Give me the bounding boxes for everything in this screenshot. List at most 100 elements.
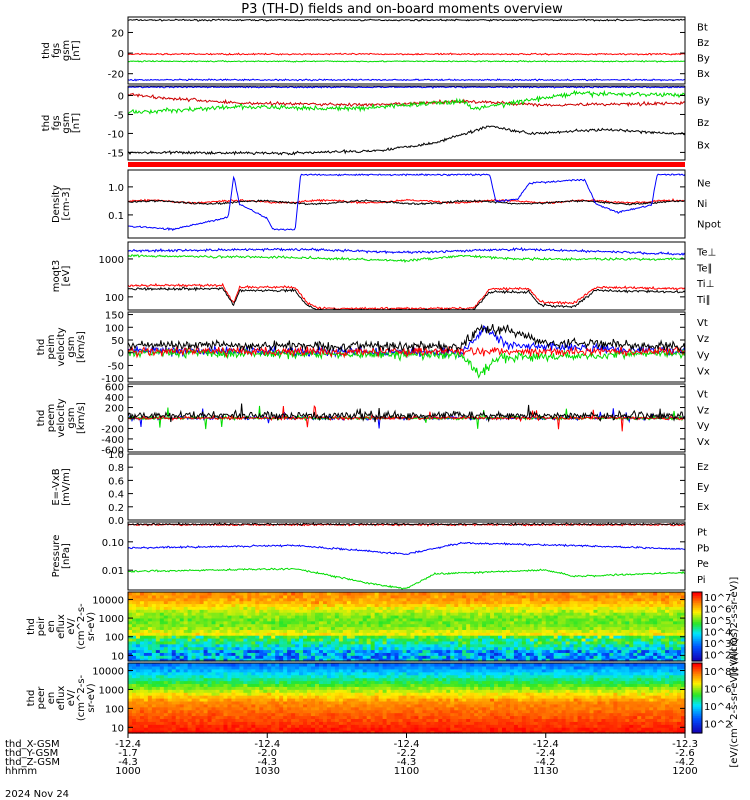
peir-spectrogram-cell: [569, 640, 575, 645]
peir-spectrogram-cell: [326, 620, 332, 625]
peer-spectrogram-cell: [179, 689, 185, 693]
peer-spectrogram-cell: [191, 718, 197, 722]
peer-spectrogram-cell: [287, 668, 292, 673]
peer-spectrogram-cell: [283, 689, 288, 693]
peir-spectrogram-cell: [581, 617, 587, 622]
peir-spectrogram-cell: [501, 652, 507, 656]
peir-spectrogram-cell: [314, 640, 320, 645]
peir-spectrogram-cell: [402, 594, 408, 599]
peir-spectrogram-cell: [243, 658, 248, 662]
peer-spectrogram-cell: [346, 724, 352, 728]
peir-spectrogram-cell: [338, 617, 344, 622]
peim-velocity-panel-ytick-label: -100: [101, 374, 124, 385]
peer-spectrogram-cell: [311, 730, 316, 734]
peir-spectrogram-cell: [370, 609, 376, 613]
peir-spectrogram-cell: [450, 592, 455, 596]
peer-spectrogram-cell: [247, 674, 252, 679]
peir-spectrogram-cell: [171, 615, 177, 619]
peir-spectrogram-cell: [151, 635, 157, 639]
peir-spectrogram-cell: [199, 609, 205, 613]
peir-spectrogram-cell: [426, 617, 431, 622]
peir-spectrogram-cell: [442, 629, 447, 633]
peir-spectrogram-cell: [223, 629, 229, 633]
peer-spectrogram-cell: [199, 706, 205, 711]
peir-spectrogram-cell: [665, 612, 670, 616]
peir-spectrogram-cell: [211, 623, 217, 628]
peer-spectrogram-cell: [151, 665, 157, 670]
peer-spectrogram-cell: [338, 668, 344, 673]
peer-spectrogram-cell: [299, 695, 304, 699]
pressure-panel-legend: Pi: [697, 575, 706, 586]
peer-spectrogram-cell: [175, 706, 181, 711]
peir-spectrogram-cell: [247, 643, 252, 648]
peir-spectrogram-cell: [501, 617, 507, 622]
peer-spectrogram-cell: [211, 698, 217, 702]
peir-spectrogram-cell: [370, 632, 376, 636]
peir-spectrogram-cell: [135, 615, 141, 619]
peer-spectrogram-cell: [235, 695, 240, 699]
peir-spectrogram-cell: [589, 606, 595, 610]
peir-spectrogram-cell: [605, 655, 611, 659]
peir-spectrogram-cell: [633, 626, 638, 630]
peir-spectrogram-cell: [529, 643, 535, 648]
peer-spectrogram-cell: [295, 695, 300, 699]
peir-spectrogram-cell: [219, 594, 225, 599]
peir-spectrogram-cell: [231, 606, 237, 610]
temperature-panel-series-Te∥: [127, 254, 686, 264]
peir-spectrogram-cell: [398, 649, 404, 653]
peir-spectrogram-cell: [637, 594, 642, 599]
peir-spectrogram-cell: [354, 646, 360, 651]
peer-spectrogram-cell: [334, 712, 340, 717]
peer-spectrogram-cell: [239, 683, 244, 687]
peer-spectrogram-cell: [346, 712, 352, 717]
peir-spectrogram-cell: [474, 617, 479, 622]
peir-spectrogram-cell: [187, 658, 193, 662]
peir-spectrogram-cell: [474, 632, 479, 636]
peir-spectrogram-cell: [183, 612, 189, 616]
peir-spectrogram-cell: [653, 623, 658, 628]
peir-spectrogram-cell: [219, 623, 225, 628]
peir-spectrogram-cell: [283, 646, 288, 651]
peir-spectrogram-cell: [183, 592, 189, 596]
peir-spectrogram-cell: [326, 629, 332, 633]
peir-spectrogram-cell: [183, 603, 189, 607]
peir-spectrogram-cell: [505, 623, 511, 628]
fgs-panel-ylabel: gsm: [61, 40, 72, 61]
peir-spectrogram-cell: [669, 649, 674, 653]
peir-spectrogram-cell: [143, 649, 149, 653]
peer-spectrogram-cell: [147, 718, 153, 722]
peir-spectrogram-cell: [641, 626, 646, 630]
peir-spectrogram-cell: [195, 649, 201, 653]
peer-spectrogram-cell: [167, 677, 173, 682]
peir-spectrogram-cell: [215, 629, 221, 633]
peir-spectrogram-cell: [255, 623, 260, 628]
peir-spectrogram-cell: [505, 609, 511, 613]
peir-spectrogram-cell: [525, 592, 531, 596]
peir-spectrogram-cell: [354, 592, 360, 596]
peir-spectrogram-cell: [621, 615, 626, 619]
peir-spectrogram-cell: [350, 620, 356, 625]
peir-spectrogram-cell: [267, 597, 272, 602]
peir-spectrogram-cell: [279, 603, 284, 607]
peir-spectrogram-cell: [382, 600, 388, 605]
peir-spectrogram-cell: [167, 600, 173, 605]
peir-spectrogram-cell: [390, 600, 396, 605]
peir-spectrogram-cell: [318, 609, 324, 613]
peir-spectrogram-cell: [641, 609, 646, 613]
peir-spectrogram-cell: [219, 655, 225, 659]
peir-spectrogram-cell: [342, 603, 348, 607]
peir-spectrogram-cell: [247, 620, 252, 625]
peer-spectrogram-cell: [251, 680, 256, 685]
peir-spectrogram-cell: [410, 617, 416, 622]
peir-spectrogram-cell: [378, 649, 384, 653]
peim-velocity-panel-legend: Vz: [697, 334, 709, 345]
peir-spectrogram-cell: [466, 597, 471, 602]
peir-spectrogram-cell: [494, 626, 499, 630]
peir-spectrogram-cell: [565, 632, 571, 636]
peir-spectrogram-cell: [422, 615, 427, 619]
peir-spectrogram-cell: [155, 615, 161, 619]
peir-spectrogram-cell: [334, 632, 340, 636]
peer-spectrogram-cell: [151, 668, 157, 673]
peer-spectrogram-cell: [131, 703, 137, 708]
